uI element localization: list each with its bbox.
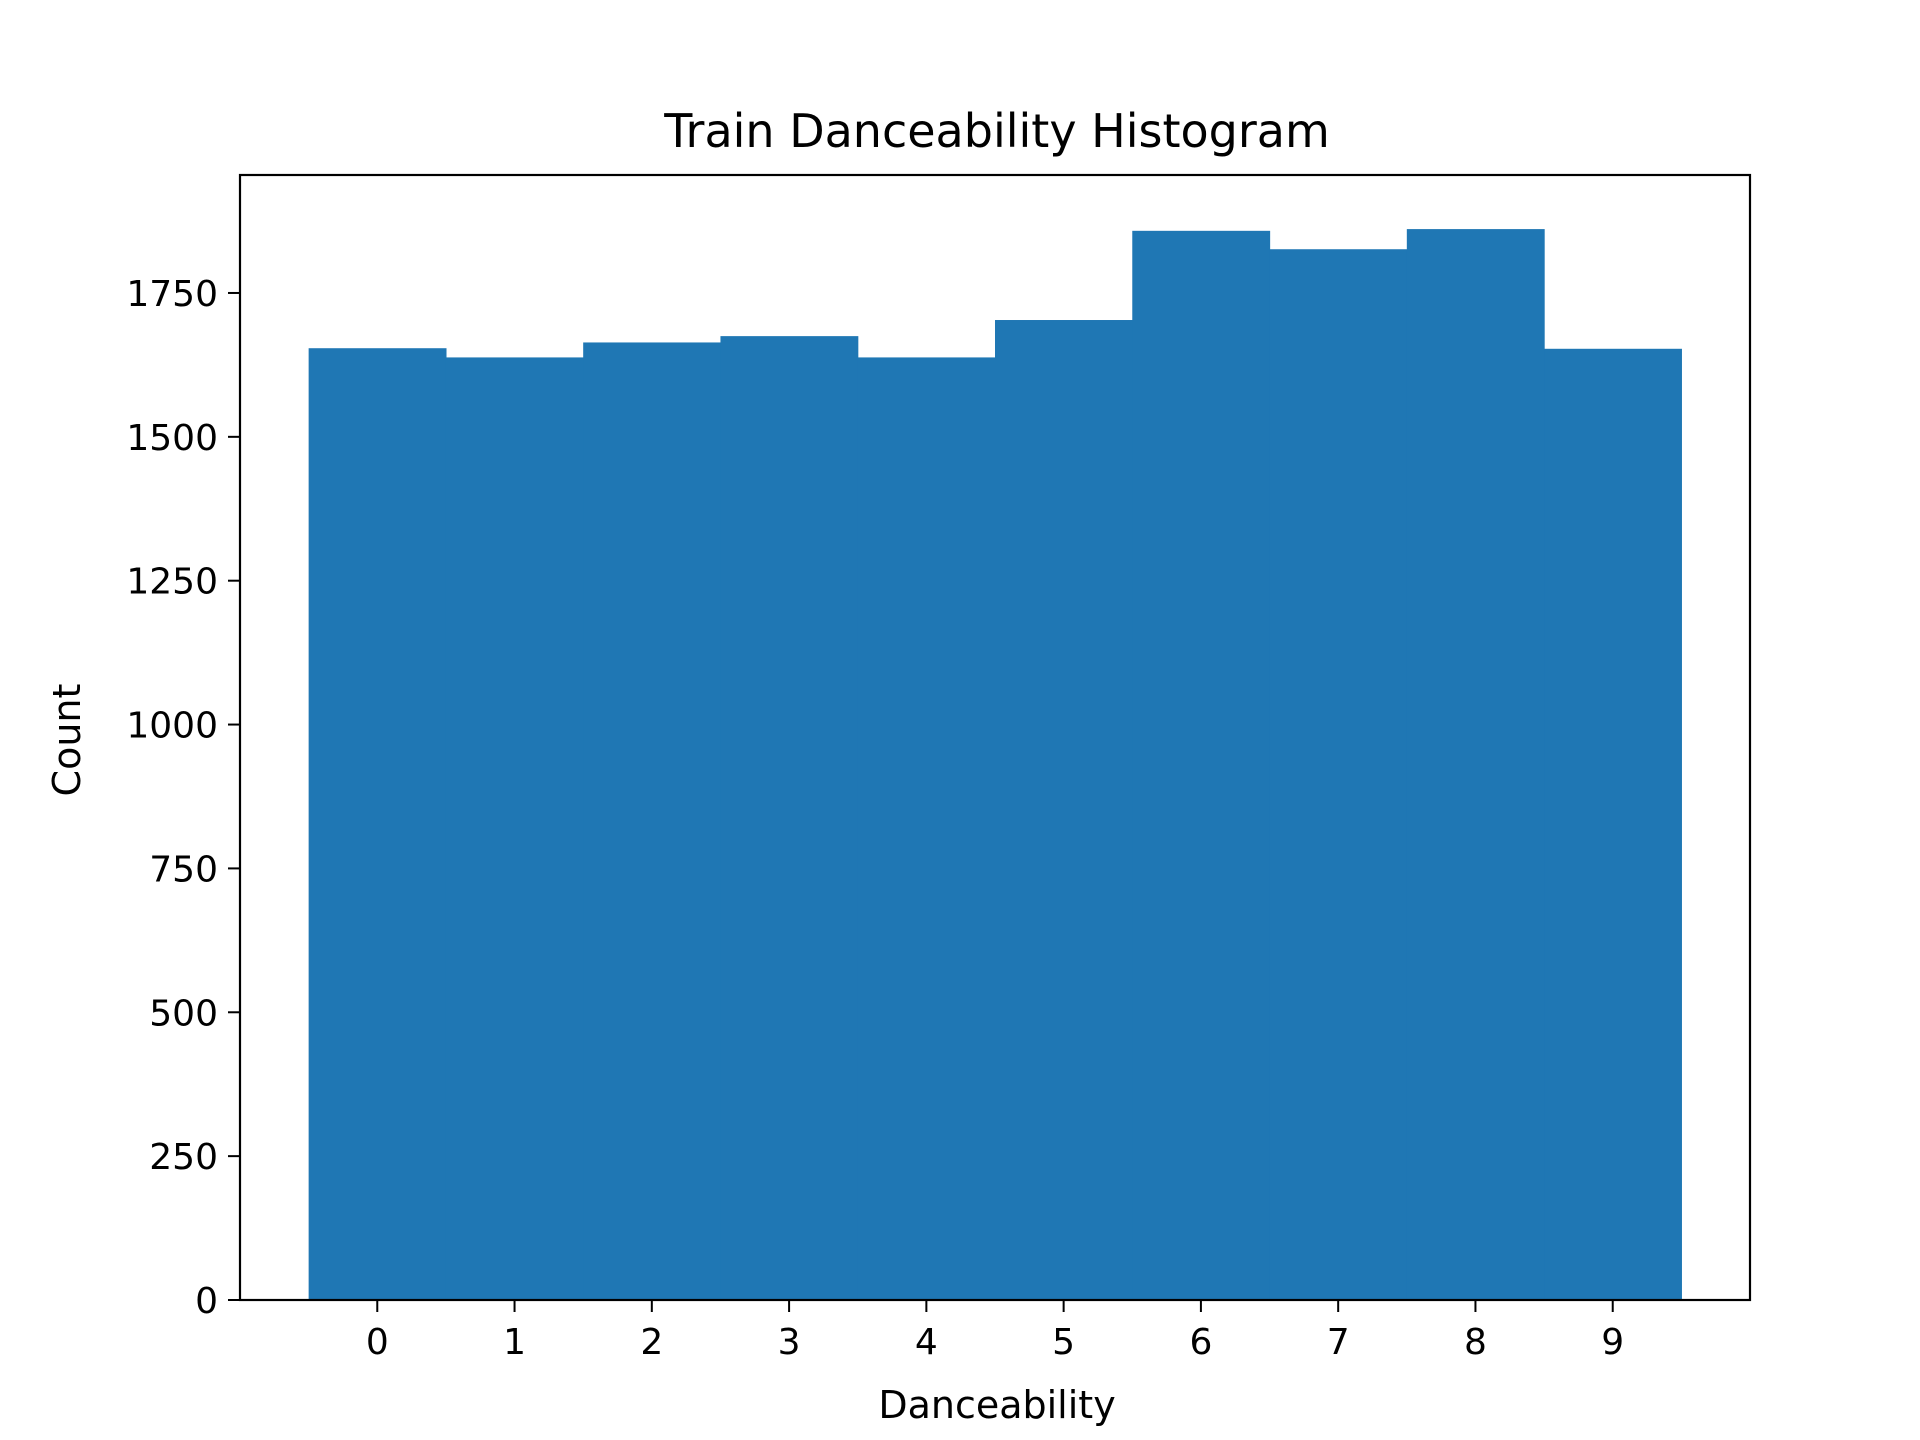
bar-7 [1269,249,1408,1300]
bar-6 [1132,230,1271,1301]
y-tick-label: 1750 [126,274,218,315]
y-tick-label: 0 [195,1281,218,1322]
x-axis: 0 1 2 3 4 5 6 7 8 9 [366,1300,1624,1363]
x-tick-label: 7 [1327,1322,1350,1363]
y-tick-label: 1500 [126,418,218,459]
bar-3 [720,336,859,1300]
y-tick-label: 750 [149,849,218,890]
bar-0 [308,348,447,1300]
bar-2 [583,342,722,1301]
plot-frame [238,173,1752,1302]
x-tick-label: 8 [1464,1322,1487,1363]
bar-9 [1544,348,1682,1300]
bars-group [308,229,1682,1301]
x-tick-label: 2 [640,1322,663,1363]
x-tick-label: 0 [366,1322,389,1363]
x-tick-label: 4 [915,1322,938,1363]
chart-title: Train Danceability Histogram [663,104,1330,158]
bar-8 [1406,229,1545,1301]
bar-1 [445,357,584,1300]
x-tick-label: 5 [1052,1322,1075,1363]
x-tick-label: 9 [1601,1322,1624,1363]
y-tick-label: 250 [149,1137,218,1178]
x-tick-label: 3 [778,1322,801,1363]
y-axis-label: Count [45,684,89,797]
y-tick-label: 1000 [126,706,218,747]
x-tick-label: 1 [503,1322,526,1363]
y-tick-label: 1250 [126,562,218,603]
bar-4 [857,357,996,1300]
y-axis: 0 250 500 750 1000 1250 1500 1750 [126,274,240,1322]
bar-5 [995,320,1133,1300]
x-tick-label: 6 [1189,1322,1212,1363]
x-axis-label: Danceability [878,1383,1115,1427]
y-tick-label: 500 [149,993,218,1034]
